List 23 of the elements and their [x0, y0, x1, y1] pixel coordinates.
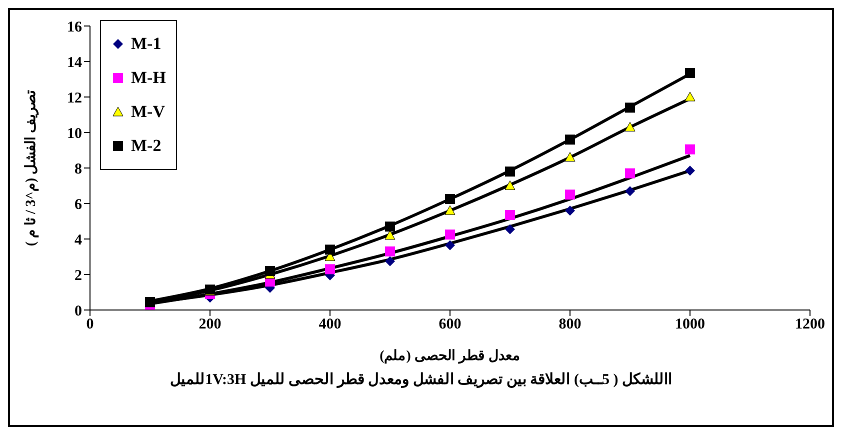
x-tick-label: 600 [438, 316, 462, 333]
x-tick-label: 1000 [675, 316, 705, 333]
legend-label: M-H [131, 68, 166, 88]
y-tick-label: 12 [67, 90, 82, 106]
y-tick-label: 14 [67, 54, 82, 71]
x-tick-label: 400 [318, 316, 342, 333]
y-tick-label: 8 [74, 161, 82, 178]
legend-label: M-1 [131, 34, 162, 54]
y-tick-label: 0 [74, 303, 82, 320]
x-tick-label: 800 [558, 316, 582, 333]
y-axis-title: تصريف الفشل (م^3 / ثا م ) [24, 90, 39, 246]
y-tick-label: 6 [74, 196, 82, 213]
y-tick-label: 16 [67, 19, 82, 36]
legend-label: M-V [131, 102, 165, 122]
x-tick-label: 200 [198, 316, 222, 333]
x-tick-label: 1200 [795, 316, 825, 333]
y-tick-label: 10 [67, 126, 82, 142]
y-tick-label: 4 [74, 232, 82, 248]
x-axis-title: معدل قطر الحصى (ملم) [380, 349, 520, 364]
y-tick-label: 2 [74, 268, 82, 284]
x-tick-label: 0 [86, 316, 94, 333]
legend-label: M-2 [131, 136, 162, 156]
text: االلشكل ( 5ــب) العلاقة بين تصريف الفشل ومعدل قطر الحصى للميل 1V:3Hللميل [169, 371, 673, 389]
